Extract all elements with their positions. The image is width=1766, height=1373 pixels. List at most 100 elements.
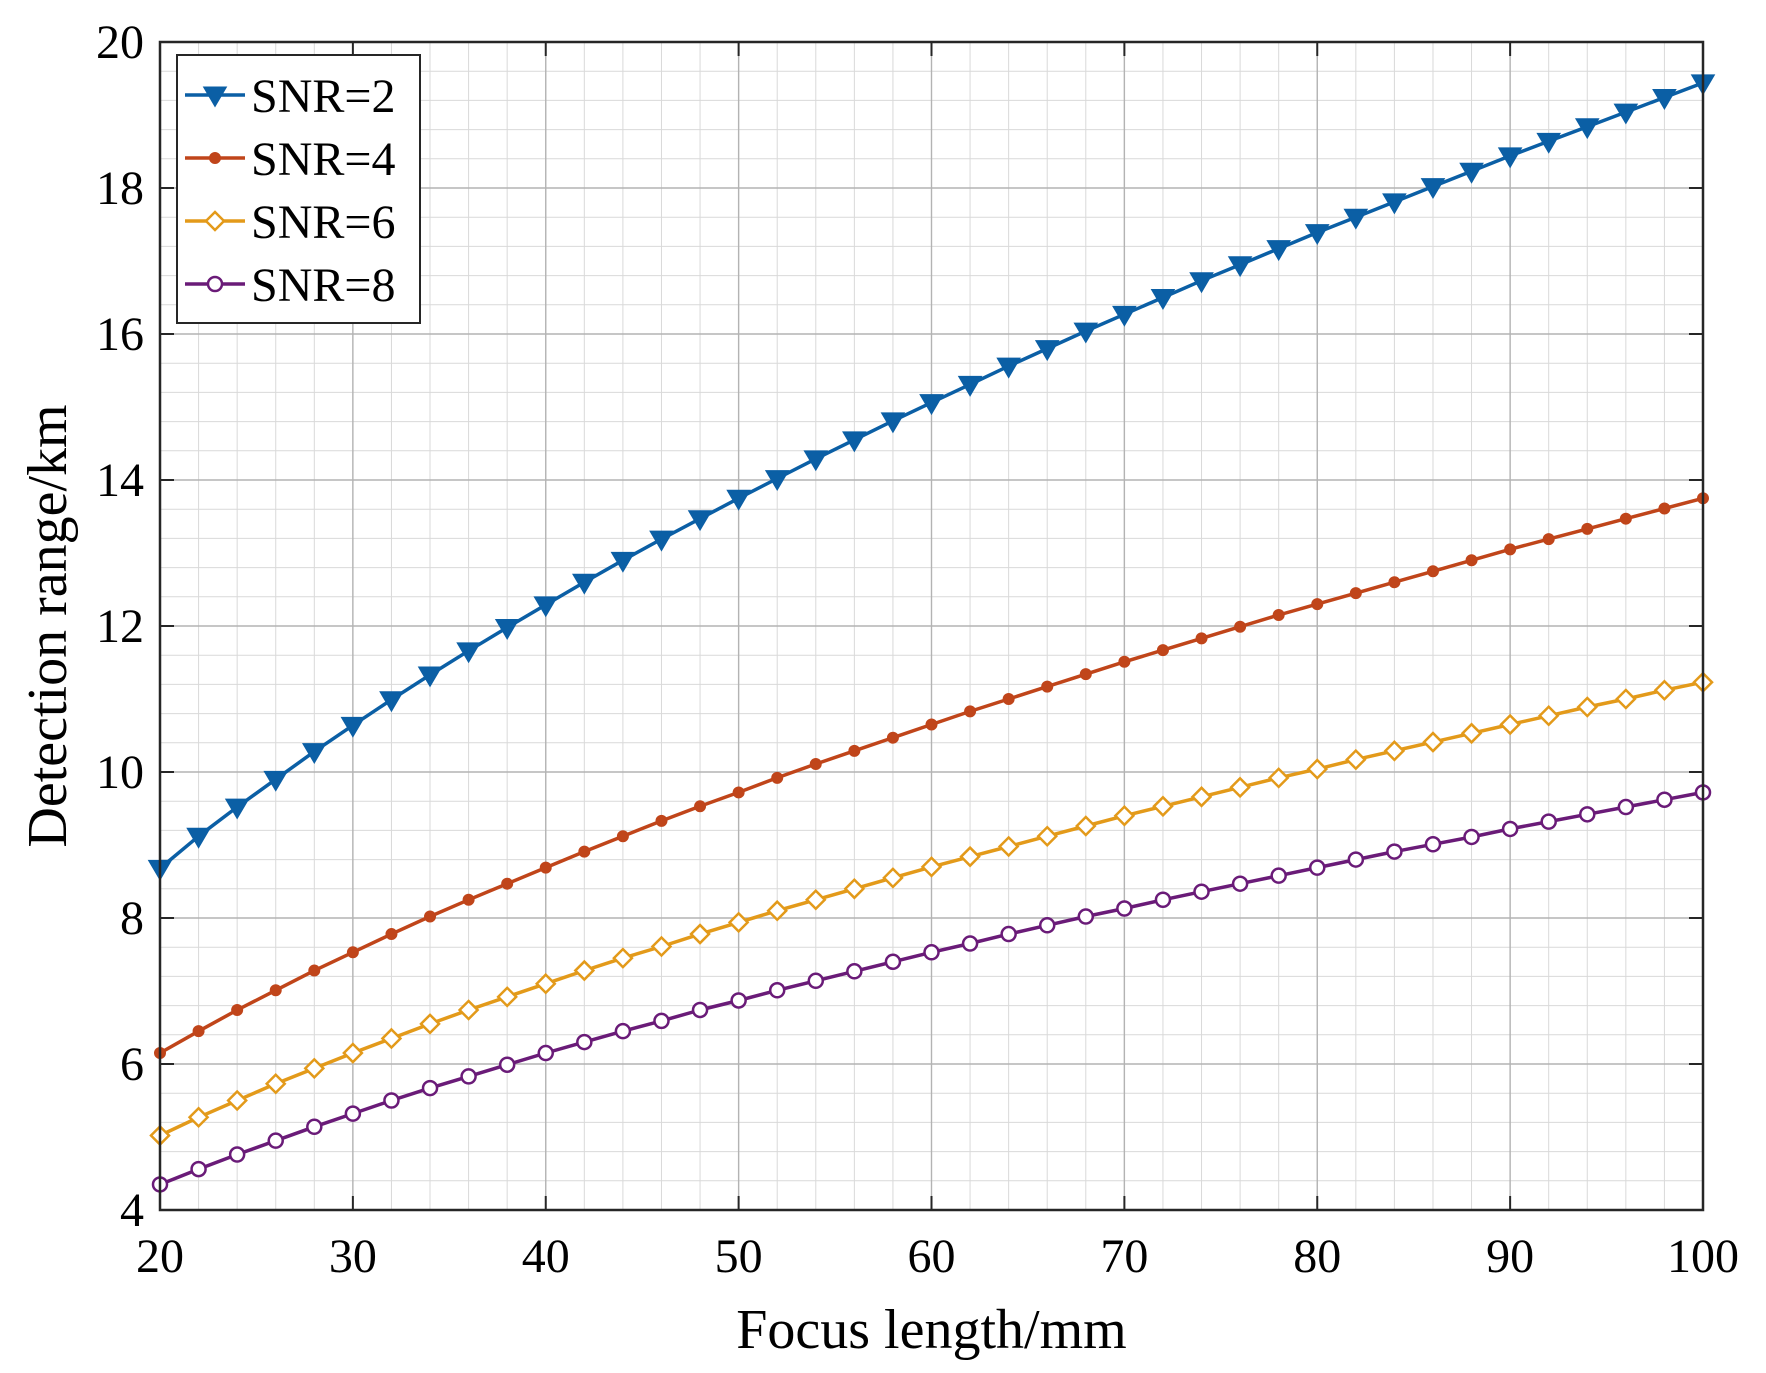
series-snr-6: [149, 671, 1714, 1147]
data-point-snr-6: [1460, 722, 1483, 745]
data-point-snr-6: [1306, 758, 1329, 780]
data-point-snr-8: [498, 1056, 516, 1073]
data-point-snr-2: [1382, 193, 1407, 215]
data-point-snr-4: [964, 705, 977, 718]
data-point-snr-8: [653, 1012, 670, 1030]
data-point-snr-6: [1499, 713, 1521, 736]
data-point-snr-4: [1619, 512, 1632, 525]
data-point-snr-6: [1537, 705, 1560, 727]
data-point-snr-8: [691, 1001, 709, 1019]
legend-swatch-marker: [209, 152, 221, 164]
data-point-snr-8: [228, 1146, 246, 1163]
legend-item-snr-6: SNR=6: [185, 196, 395, 249]
data-point-snr-6: [187, 1106, 210, 1129]
legend-swatch-marker: [202, 86, 228, 108]
data-point-snr-6: [534, 972, 557, 995]
data-point-snr-6: [380, 1027, 403, 1050]
data-point-snr-2: [1420, 178, 1446, 200]
legend-label: SNR=4: [251, 133, 395, 186]
data-point-snr-8: [807, 972, 825, 990]
data-point-snr-6: [1075, 815, 1097, 837]
data-point-snr-6: [573, 959, 596, 982]
data-point-snr-6: [920, 856, 943, 878]
data-point-snr-6: [1152, 795, 1174, 818]
data-point-snr-6: [1383, 740, 1406, 762]
data-point-snr-8: [1501, 820, 1519, 838]
data-point-snr-2: [263, 770, 289, 792]
y-tick-label: 12: [96, 600, 144, 653]
data-point-snr-8: [614, 1022, 632, 1040]
data-point-snr-6: [419, 1013, 441, 1035]
data-point-snr-4: [616, 830, 629, 843]
data-point-snr-6: [342, 1042, 364, 1064]
data-point-snr-4: [539, 861, 552, 874]
x-tick-label: 60: [908, 1230, 956, 1283]
legend-item-snr-2: SNR=2: [185, 70, 395, 123]
data-point-snr-4: [346, 946, 359, 959]
data-point-snr-4: [192, 1025, 205, 1038]
data-point-snr-2: [1574, 118, 1600, 140]
legend-item-snr-8: SNR=8: [185, 259, 395, 312]
data-point-snr-2: [1073, 322, 1099, 344]
x-tick-label: 20: [136, 1230, 184, 1283]
data-point-snr-6: [1576, 696, 1599, 718]
data-point-snr-2: [1343, 208, 1369, 230]
x-tick-label: 90: [1486, 1230, 1534, 1283]
data-point-snr-8: [1038, 917, 1056, 934]
x-tick-label: 100: [1667, 1230, 1739, 1283]
data-point-snr-8: [1231, 875, 1249, 892]
data-point-snr-4: [886, 731, 899, 744]
data-point-snr-2: [1652, 89, 1677, 110]
y-tick-label: 20: [96, 16, 144, 69]
data-point-snr-6: [226, 1089, 248, 1112]
data-point-snr-2: [1497, 147, 1523, 169]
data-point-snr-4: [1581, 522, 1594, 535]
data-point-snr-4: [1542, 533, 1555, 546]
y-tick-label: 16: [96, 308, 144, 361]
data-point-snr-6: [1229, 776, 1251, 799]
data-point-snr-2: [610, 551, 636, 573]
data-point-snr-2: [1034, 340, 1060, 362]
x-tick-label: 80: [1293, 1230, 1341, 1283]
series-snr-8: [151, 784, 1712, 1193]
x-tick-label: 70: [1100, 1230, 1148, 1283]
axis-ticks: [159, 41, 1704, 1211]
data-point-snr-4: [732, 786, 745, 799]
data-point-snr-4: [1465, 554, 1478, 567]
data-point-snr-4: [1311, 598, 1324, 611]
data-point-snr-2: [957, 375, 983, 397]
data-point-snr-8: [730, 992, 747, 1009]
data-point-snr-2: [1189, 272, 1214, 294]
data-point-snr-2: [649, 530, 674, 552]
y-tick-label: 14: [96, 454, 144, 507]
data-point-snr-2: [1613, 103, 1639, 125]
data-point-snr-6: [650, 935, 673, 958]
data-point-snr-6: [727, 911, 750, 934]
data-point-snr-8: [537, 1044, 554, 1062]
data-point-snr-2: [340, 716, 366, 738]
data-point-snr-4: [501, 877, 514, 890]
data-point-snr-6: [612, 947, 634, 969]
data-point-snr-8: [576, 1033, 593, 1051]
data-point-snr-4: [269, 984, 282, 997]
data-point-snr-2: [1266, 240, 1291, 262]
data-point-snr-6: [1345, 748, 1367, 771]
data-point-snr-8: [1424, 836, 1442, 853]
data-point-snr-2: [1459, 162, 1484, 184]
data-point-snr-2: [533, 596, 559, 618]
data-point-snr-2: [224, 798, 250, 820]
data-point-snr-8: [923, 944, 940, 961]
data-point-snr-8: [1116, 900, 1133, 917]
data-point-snr-2: [1227, 256, 1253, 278]
data-point-snr-4: [1041, 680, 1054, 693]
tick-labels: 20 30 40 50 60 70 80 90 100 4 6 8 10 12 14 16 18 20: [96, 16, 1739, 1283]
data-point-snr-8: [306, 1118, 323, 1136]
data-point-snr-8: [768, 982, 786, 999]
data-point-snr-4: [1195, 632, 1208, 645]
data-point-snr-4: [424, 910, 437, 923]
legend-item-snr-4: SNR=4: [185, 133, 395, 186]
data-point-snr-8: [1617, 798, 1635, 816]
legend-label: SNR=2: [251, 70, 395, 123]
data-point-snr-8: [1579, 806, 1596, 823]
data-point-snr-2: [1150, 289, 1176, 310]
